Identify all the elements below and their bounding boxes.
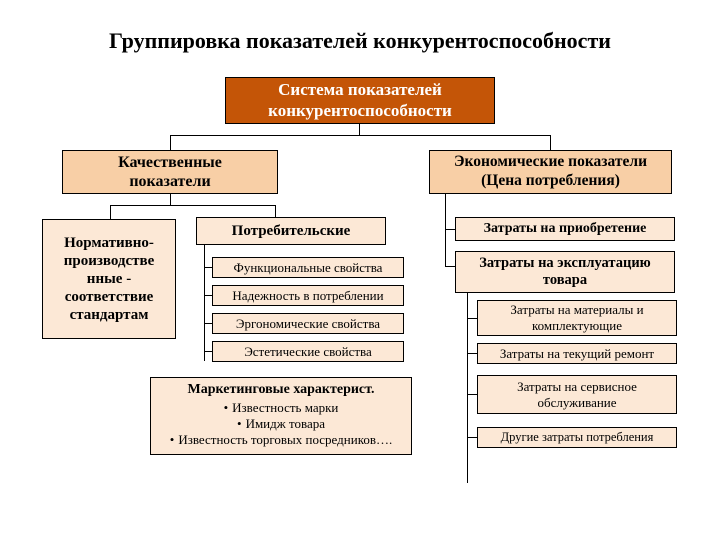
- box-normative: Нормативно­производстве нные - соответст…: [42, 219, 176, 339]
- conn-o-v: [467, 293, 468, 483]
- page-title: Группировка показателей конкурентоспособ…: [75, 28, 645, 54]
- conn-e-1: [445, 229, 455, 230]
- conn-c-1: [204, 267, 212, 268]
- section-quality-1: Качественные: [118, 153, 222, 172]
- conn-c-4: [204, 351, 212, 352]
- mat-1: Затраты на материалы и: [510, 302, 643, 318]
- box-reliab: Надежность в потреблении: [212, 285, 404, 306]
- box-other: Другие затраты потребления: [477, 427, 677, 448]
- section-econ-1: Экономические показатели: [454, 153, 647, 172]
- root-line1: Система показателей: [278, 80, 442, 100]
- conn-root-r: [550, 135, 551, 150]
- box-aesth: Эстетические свойства: [212, 341, 404, 362]
- conn-c-v: [204, 245, 205, 361]
- conn-o-2: [467, 353, 477, 354]
- mk-item-2: Имидж товара: [151, 416, 411, 432]
- root-box: Система показателей конкурентоспособност…: [225, 77, 495, 124]
- norm-1: Нормативно­производстве: [49, 234, 169, 270]
- conn-o-3: [467, 394, 477, 395]
- box-func: Функциональные свойства: [212, 257, 404, 278]
- conn-root-l: [170, 135, 171, 150]
- mk-title: Маркетинговые характерист.: [151, 382, 411, 398]
- box-ergo: Эргономические свойства: [212, 313, 404, 334]
- oper-2: товара: [543, 272, 587, 289]
- section-econ: Экономические показатели (Цена потреблен…: [429, 150, 672, 194]
- box-acq: Затраты на приобретение: [455, 217, 675, 241]
- section-econ-2: (Цена потребления): [481, 172, 620, 191]
- section-quality: Качественные показатели: [62, 150, 278, 194]
- norm-2: нные -: [87, 270, 131, 288]
- serv-1: Затраты на сервисное: [517, 379, 637, 395]
- box-rep: Затраты на текущий ремонт: [477, 343, 677, 364]
- mat-2: комплектующие: [532, 318, 622, 334]
- serv-2: обслуживание: [537, 395, 616, 411]
- conn-o-4: [467, 437, 477, 438]
- section-quality-2: показатели: [129, 172, 210, 191]
- conn-e-v: [445, 194, 446, 266]
- box-oper: Затраты на эксплуатацию товара: [455, 251, 675, 293]
- box-mat: Затраты на материалы и комплектующие: [477, 300, 677, 336]
- conn-root-h: [170, 135, 550, 136]
- conn-q-r: [275, 205, 276, 217]
- conn-e-2: [445, 266, 455, 267]
- root-line2: конкурентоспособности: [268, 101, 452, 121]
- conn-q-from: [170, 194, 171, 205]
- conn-c-3: [204, 323, 212, 324]
- box-serv: Затраты на сервисное обслуживание: [477, 375, 677, 414]
- conn-q-h: [110, 205, 275, 206]
- mk-item-1: Известность марки: [151, 400, 411, 416]
- conn-o-1: [467, 318, 477, 319]
- conn-c-2: [204, 295, 212, 296]
- conn-q-l: [110, 205, 111, 219]
- box-marketing: Маркетинговые характерист. Известность м…: [150, 377, 412, 455]
- oper-1: Затраты на эксплуатацию: [479, 255, 651, 272]
- norm-3: соответствие стандартам: [49, 288, 169, 324]
- mk-item-3: Известность торговых посредников….: [151, 432, 411, 448]
- box-consumer: Потребительские: [196, 217, 386, 245]
